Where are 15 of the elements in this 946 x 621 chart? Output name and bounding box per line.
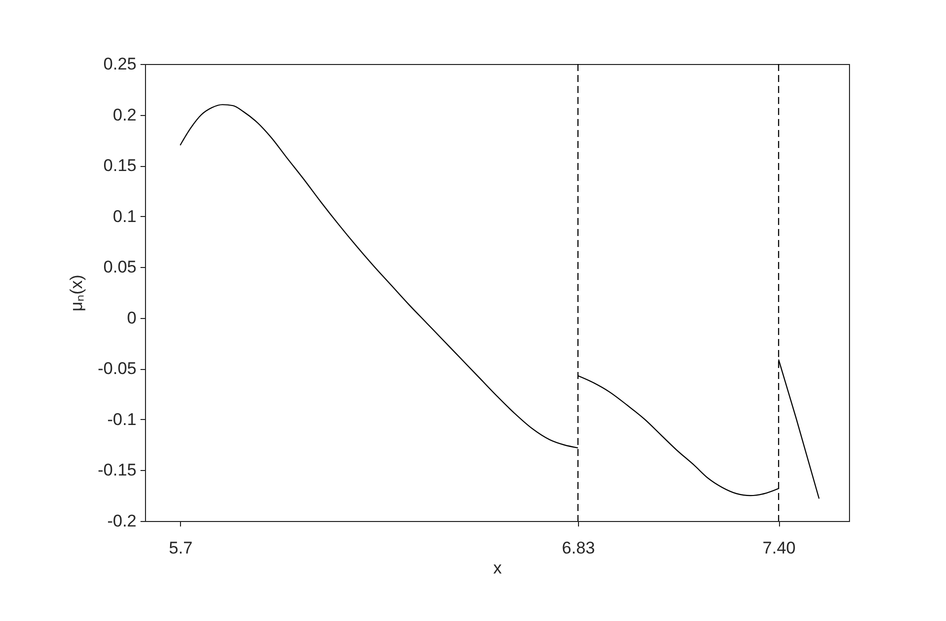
y-tick-label: -0.2 bbox=[107, 512, 136, 530]
x-tick-label: 5.7 bbox=[168, 538, 193, 558]
y-tick-label: -0.15 bbox=[98, 460, 136, 480]
y-tick-label: 0 bbox=[127, 308, 136, 328]
x-tick-label: 6.83 bbox=[562, 538, 596, 558]
y-tick-label: 0.2 bbox=[112, 105, 136, 124]
y-tick-label: -0.1 bbox=[107, 410, 136, 429]
y-tick-label: 0.25 bbox=[103, 54, 136, 74]
y-tick-label: 0.1 bbox=[112, 206, 136, 226]
x-tick-label: 7.40 bbox=[762, 538, 796, 558]
y-tick-label: -0.05 bbox=[98, 359, 136, 378]
y-tick-label: 0.05 bbox=[103, 258, 136, 277]
x-axis-title: x bbox=[493, 558, 502, 578]
y-tick-label: 0.15 bbox=[103, 156, 136, 176]
y-axis-title: μₙ(x) bbox=[66, 274, 86, 312]
